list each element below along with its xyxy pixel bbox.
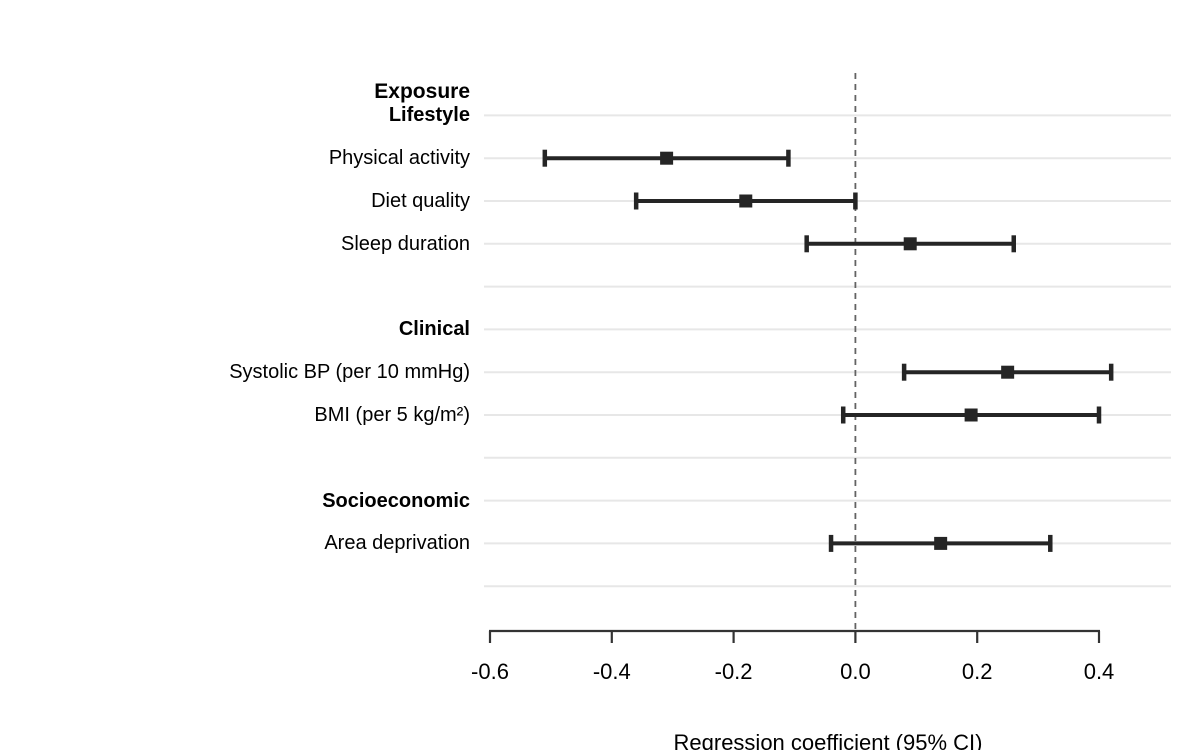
point-estimate-marker bbox=[903, 237, 917, 251]
row-label: BMI (per 5 kg/m²) bbox=[314, 404, 470, 426]
x-tick-label: 0.0 bbox=[840, 659, 871, 684]
row-label: Diet quality bbox=[371, 190, 470, 212]
group-label: Clinical bbox=[398, 318, 470, 341]
x-tick-label: -0.6 bbox=[471, 659, 509, 684]
point-estimate-marker bbox=[660, 151, 674, 165]
point-estimate-marker bbox=[1001, 365, 1015, 379]
point-estimate-marker bbox=[964, 408, 978, 422]
row-label: Sleep duration bbox=[341, 232, 470, 255]
group-label: Lifestyle bbox=[388, 104, 470, 127]
point-estimate-marker bbox=[739, 194, 753, 208]
row-label: Physical activity bbox=[328, 147, 470, 170]
x-tick-label: 0.4 bbox=[1083, 659, 1115, 684]
point-estimate-marker bbox=[934, 536, 948, 550]
x-tick-label: -0.2 bbox=[714, 659, 753, 684]
x-axis-title: Regression coefficient (95% CI) bbox=[673, 730, 983, 750]
row-label: Systolic BP (per 10 mmHg) bbox=[229, 361, 470, 384]
column-header-exposure: Exposure bbox=[374, 80, 470, 103]
x-tick-label: 0.2 bbox=[961, 659, 993, 684]
x-tick-label: -0.4 bbox=[592, 659, 631, 684]
group-label: Socioeconomic bbox=[322, 489, 470, 512]
row-label: Area deprivation bbox=[324, 532, 470, 555]
